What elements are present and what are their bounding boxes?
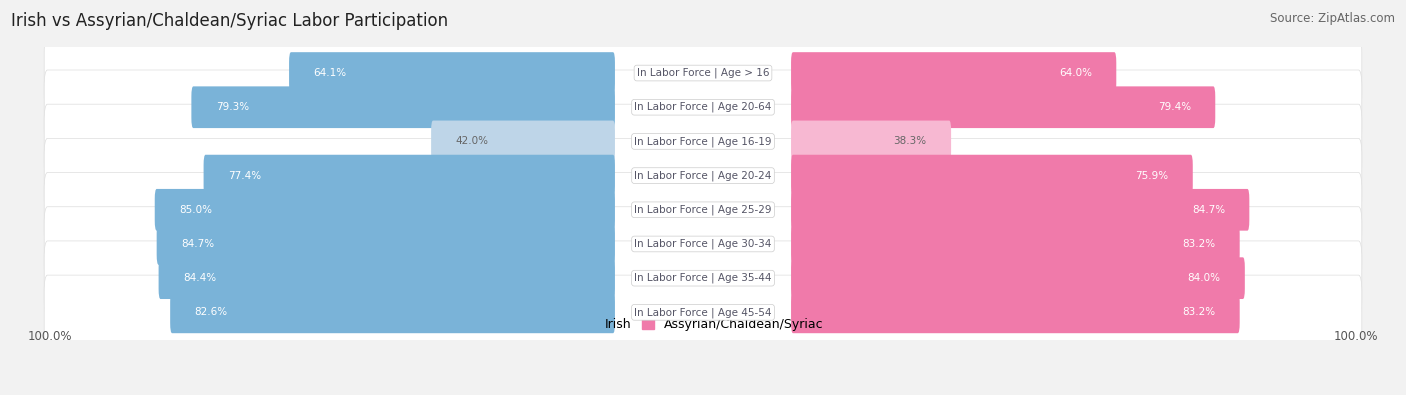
- Text: 77.4%: 77.4%: [228, 171, 262, 181]
- FancyBboxPatch shape: [290, 52, 614, 94]
- Text: In Labor Force | Age 20-24: In Labor Force | Age 20-24: [634, 170, 772, 181]
- Text: In Labor Force | Age 25-29: In Labor Force | Age 25-29: [634, 205, 772, 215]
- FancyBboxPatch shape: [792, 223, 1240, 265]
- FancyBboxPatch shape: [155, 189, 614, 231]
- Text: 85.0%: 85.0%: [179, 205, 212, 215]
- Text: In Labor Force | Age 35-44: In Labor Force | Age 35-44: [634, 273, 772, 284]
- Text: 83.2%: 83.2%: [1182, 307, 1215, 317]
- FancyBboxPatch shape: [44, 104, 1362, 179]
- Text: Source: ZipAtlas.com: Source: ZipAtlas.com: [1270, 12, 1395, 25]
- Text: 82.6%: 82.6%: [194, 307, 228, 317]
- Text: In Labor Force | Age > 16: In Labor Force | Age > 16: [637, 68, 769, 78]
- Text: In Labor Force | Age 16-19: In Labor Force | Age 16-19: [634, 136, 772, 147]
- Text: 75.9%: 75.9%: [1135, 171, 1168, 181]
- Text: In Labor Force | Age 30-34: In Labor Force | Age 30-34: [634, 239, 772, 249]
- FancyBboxPatch shape: [792, 87, 1215, 128]
- Text: 84.7%: 84.7%: [1192, 205, 1225, 215]
- FancyBboxPatch shape: [156, 223, 614, 265]
- FancyBboxPatch shape: [44, 275, 1362, 350]
- Text: Irish vs Assyrian/Chaldean/Syriac Labor Participation: Irish vs Assyrian/Chaldean/Syriac Labor …: [11, 12, 449, 30]
- FancyBboxPatch shape: [432, 120, 614, 162]
- Text: 64.1%: 64.1%: [314, 68, 347, 78]
- Text: 100.0%: 100.0%: [28, 331, 73, 344]
- Text: 84.7%: 84.7%: [181, 239, 214, 249]
- FancyBboxPatch shape: [191, 87, 614, 128]
- FancyBboxPatch shape: [792, 257, 1244, 299]
- FancyBboxPatch shape: [44, 173, 1362, 247]
- FancyBboxPatch shape: [170, 292, 614, 333]
- FancyBboxPatch shape: [792, 189, 1250, 231]
- FancyBboxPatch shape: [792, 120, 950, 162]
- FancyBboxPatch shape: [44, 241, 1362, 315]
- Text: 64.0%: 64.0%: [1059, 68, 1092, 78]
- Text: 38.3%: 38.3%: [894, 136, 927, 147]
- FancyBboxPatch shape: [44, 36, 1362, 110]
- Text: 79.3%: 79.3%: [215, 102, 249, 112]
- Text: In Labor Force | Age 45-54: In Labor Force | Age 45-54: [634, 307, 772, 318]
- FancyBboxPatch shape: [44, 138, 1362, 213]
- FancyBboxPatch shape: [792, 155, 1192, 196]
- Text: 84.0%: 84.0%: [1188, 273, 1220, 283]
- FancyBboxPatch shape: [44, 207, 1362, 281]
- FancyBboxPatch shape: [792, 52, 1116, 94]
- Text: 100.0%: 100.0%: [1333, 331, 1378, 344]
- FancyBboxPatch shape: [792, 292, 1240, 333]
- Text: 42.0%: 42.0%: [456, 136, 488, 147]
- Text: In Labor Force | Age 20-64: In Labor Force | Age 20-64: [634, 102, 772, 113]
- FancyBboxPatch shape: [44, 70, 1362, 145]
- FancyBboxPatch shape: [159, 257, 614, 299]
- FancyBboxPatch shape: [204, 155, 614, 196]
- Legend: Irish, Assyrian/Chaldean/Syriac: Irish, Assyrian/Chaldean/Syriac: [578, 313, 828, 337]
- Text: 79.4%: 79.4%: [1157, 102, 1191, 112]
- Text: 83.2%: 83.2%: [1182, 239, 1215, 249]
- Text: 84.4%: 84.4%: [183, 273, 217, 283]
